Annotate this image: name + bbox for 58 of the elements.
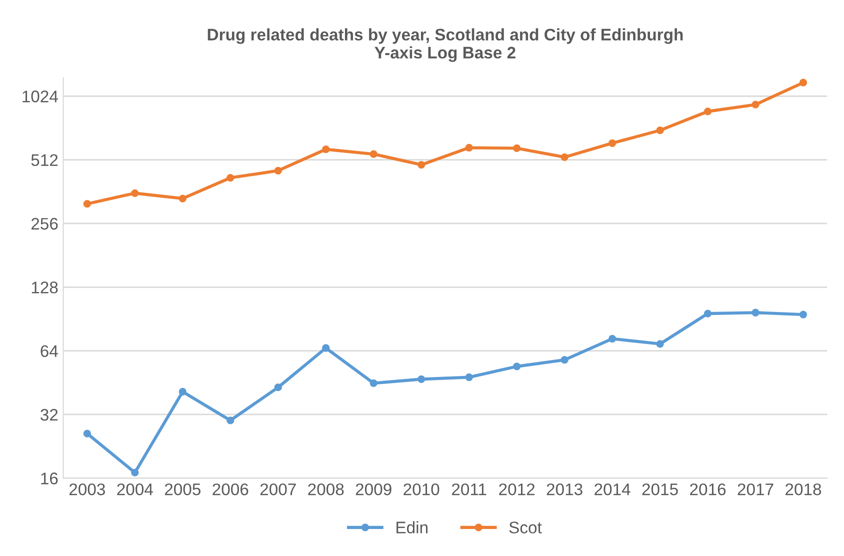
- point: [752, 100, 760, 108]
- y-tick-label: 1024: [22, 90, 58, 102]
- x-tick-label: 2013: [546, 483, 582, 496]
- x-tick-label: 2015: [642, 483, 678, 496]
- y-tick-label: 64: [40, 345, 58, 358]
- point: [178, 388, 186, 396]
- y-tick-label: 256: [31, 218, 58, 230]
- point: [704, 108, 712, 116]
- chart-title: Drug related deaths by year, Scotland and City of Edinburgh Y-axis Log Base 2: [208, 28, 683, 62]
- x-tick-label: 2009: [356, 483, 392, 496]
- point: [83, 430, 91, 438]
- x-tick-label: 2010: [404, 483, 440, 496]
- point: [226, 174, 234, 182]
- x-tick-label: 2004: [117, 483, 153, 496]
- point: [656, 126, 664, 134]
- point: [513, 144, 521, 152]
- x-tick-label: 2003: [69, 483, 105, 496]
- x-tick-label: 2018: [786, 483, 822, 496]
- y-tick-label: 32: [40, 408, 58, 421]
- point: [370, 379, 378, 387]
- point: [560, 153, 568, 161]
- point: [274, 166, 282, 174]
- x-tick-label: 2006: [212, 483, 248, 496]
- point: [560, 356, 568, 364]
- x-tick-label: 2005: [164, 483, 200, 496]
- point: [799, 78, 808, 86]
- x-tick-label: 2008: [308, 483, 344, 496]
- x-tick-label: 2011: [452, 483, 486, 496]
- point: [322, 344, 330, 352]
- point: [83, 200, 91, 208]
- point: [226, 416, 234, 424]
- point: [752, 308, 760, 316]
- point: [465, 373, 473, 382]
- x-tick-label: 2012: [499, 483, 535, 496]
- y-tick-label: 128: [32, 282, 58, 294]
- point: [465, 144, 473, 152]
- point: [418, 375, 426, 384]
- point: [608, 334, 616, 343]
- point: [418, 160, 426, 169]
- x-tick-label: 2016: [690, 483, 726, 496]
- point: [322, 146, 330, 154]
- x-tick-label: 2014: [594, 483, 630, 496]
- point: [704, 310, 712, 318]
- y-tick-label: 16: [41, 472, 58, 484]
- legend-label: Edin: [396, 521, 428, 534]
- y-tick-label: 512: [31, 154, 58, 166]
- point: [131, 189, 139, 198]
- point: [799, 310, 808, 318]
- x-tick-label: 2007: [260, 483, 296, 496]
- point: [274, 384, 282, 392]
- point: [131, 468, 139, 476]
- legend-label: Scot: [509, 522, 542, 534]
- point: [370, 150, 378, 158]
- point: [608, 139, 616, 147]
- point: [656, 340, 664, 348]
- point: [513, 362, 521, 370]
- x-tick-label: 2017: [738, 483, 774, 496]
- point: [178, 194, 186, 202]
